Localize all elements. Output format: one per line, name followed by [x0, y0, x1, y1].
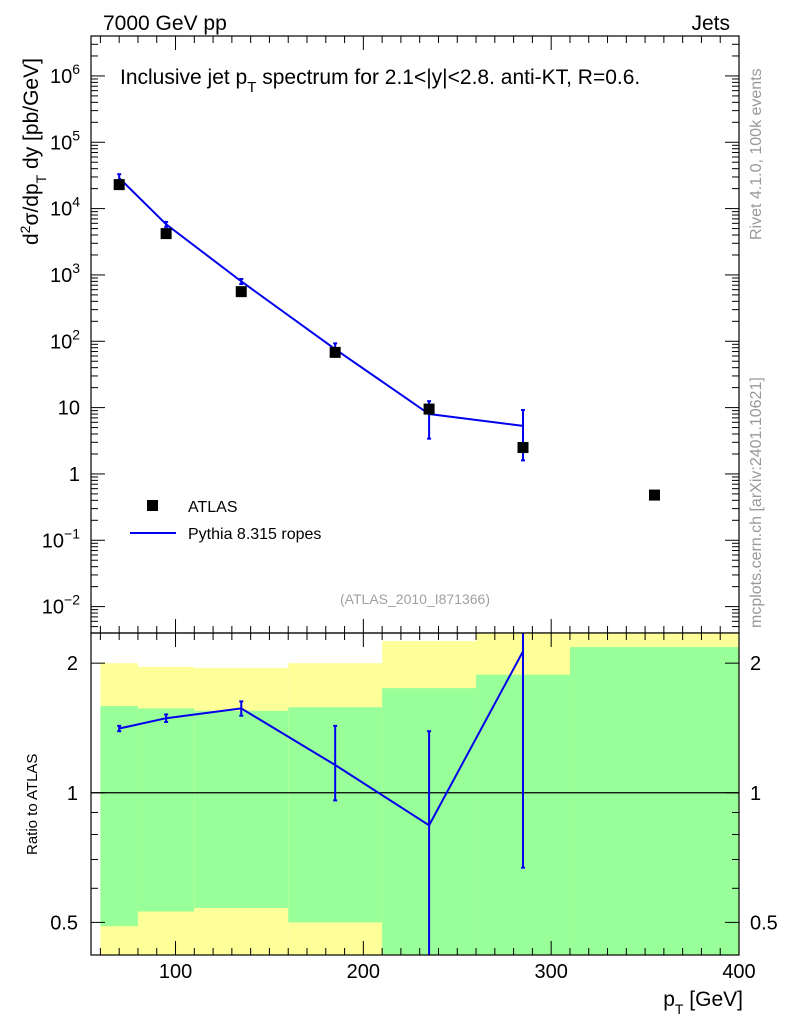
- ratio-y-tick-label-right: 0.5: [750, 912, 778, 934]
- atlas-data-point: [517, 442, 529, 454]
- ratio-x-tick-label: 400: [722, 961, 755, 983]
- main-panel: 10−2 10−1 1 10 102 103 104 105 106 Inclusive jet…: [17, 35, 740, 634]
- ratio-pythia-line: [118, 650, 524, 827]
- rivet-label: Rivet 4.1.0, 100k events: [748, 68, 765, 240]
- ratio-band-inner: [137, 708, 195, 912]
- atlas-data-point: [235, 286, 247, 298]
- ratio-y-tick-label-left: 1: [67, 783, 78, 805]
- legend-atlas-label: ATLAS: [188, 499, 238, 516]
- atlas-data-point: [329, 346, 341, 358]
- main-title: Inclusive jet pT spectrum for 2.1<|y|<2.…: [120, 66, 640, 96]
- legend-atlas-marker: [147, 500, 158, 511]
- ratio-band-inner: [569, 647, 739, 955]
- watermark: (ATLAS_2010_I871366): [340, 591, 490, 607]
- pythia-line: [118, 177, 524, 427]
- atlas-data-point: [160, 228, 172, 240]
- ratio-x-tick-label: 200: [347, 961, 380, 983]
- main-y-tick-label: 106: [50, 61, 80, 88]
- main-y-tick-label: 10: [58, 398, 80, 420]
- main-y-tick-label: 102: [50, 326, 80, 353]
- x-axis-label: pT [GeV]: [663, 988, 743, 1017]
- ratio-panel: 0.5 0.5 1 1 2 2 100 200 300 400 Ratio to ATLAS pT…: [24, 632, 778, 1017]
- ratio-band-inner: [194, 710, 289, 909]
- main-y-tick-label: 10−2: [42, 592, 80, 619]
- main-frame: [90, 35, 740, 634]
- main-y-tick-label: 103: [50, 260, 80, 287]
- main-y-tick-label: 104: [50, 194, 80, 221]
- ratio-y-axis-label: Ratio to ATLAS: [24, 754, 41, 855]
- main-y-tick-label: 105: [50, 127, 80, 154]
- ratio-x-tick-label: 100: [159, 961, 192, 983]
- legend-pythia-label: Pythia 8.315 ropes: [188, 526, 321, 543]
- legend: ATLAS Pythia 8.315 ropes: [130, 499, 321, 543]
- ratio-y-tick-label-left: 0.5: [50, 912, 78, 934]
- mcplots-label: mcplots.cern.ch [arXiv:2401.10621]: [748, 377, 765, 628]
- ratio-frame: [90, 632, 740, 956]
- ratio-y-tick-label-right: 1: [750, 783, 761, 805]
- ratio-y-tick-label-left: 2: [67, 653, 78, 675]
- atlas-data-point: [113, 179, 125, 191]
- header-left: 7000 GeV pp: [103, 12, 227, 35]
- main-y-tick-label: 1: [69, 464, 80, 486]
- ratio-x-tick-label: 300: [534, 961, 567, 983]
- main-y-tick-label: 10−1: [42, 525, 80, 552]
- ratio-y-tick-label-right: 2: [750, 653, 761, 675]
- ratio-band-inner: [100, 706, 138, 927]
- header-right: Jets: [691, 12, 730, 35]
- atlas-data-point: [648, 489, 660, 501]
- main-y-axis-label: d2σ/dpT dy [pb/GeV]: [17, 58, 49, 245]
- atlas-data-point: [423, 403, 435, 415]
